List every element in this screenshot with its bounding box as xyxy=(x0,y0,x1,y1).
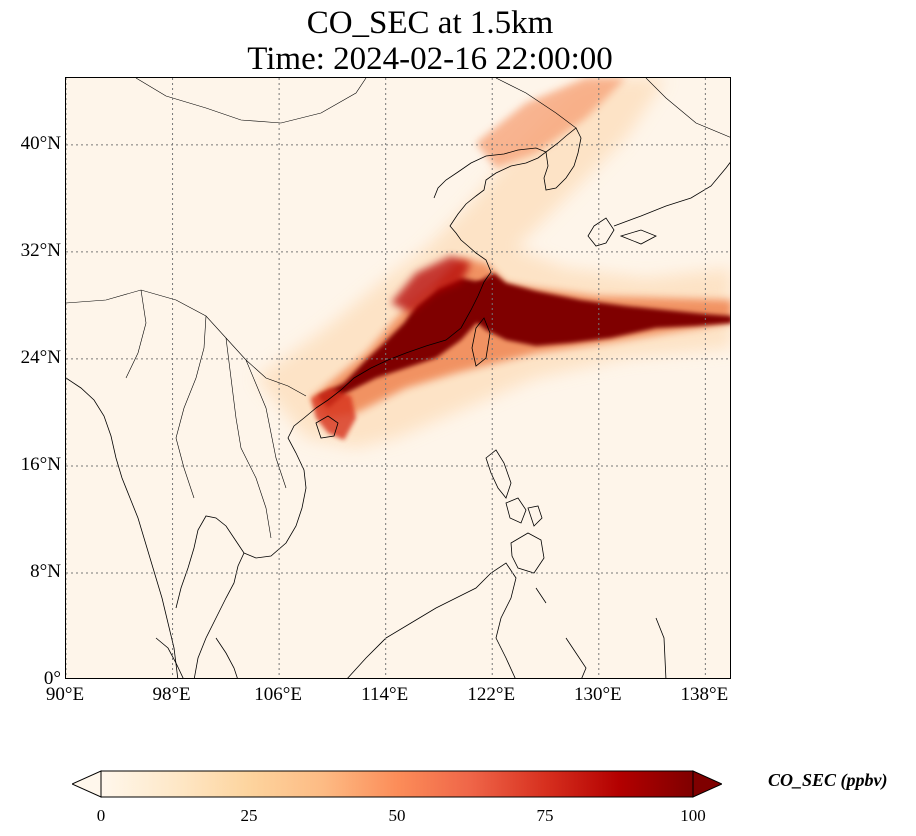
plume-inland-mottled xyxy=(391,256,471,313)
plume-core-ocean xyxy=(471,273,730,346)
plume-northeast-band xyxy=(476,78,626,168)
indochina-coast xyxy=(193,407,317,678)
colorbar-tick-label: 100 xyxy=(680,806,706,825)
lon-tick-label: 106°E xyxy=(254,684,302,705)
colorbar-extend-min xyxy=(72,770,102,798)
map-canvas xyxy=(66,78,730,678)
colorbar-tick-label: 50 xyxy=(388,806,406,825)
plume-core-coast xyxy=(318,278,496,408)
lon-tick-label: 138°E xyxy=(680,684,729,705)
gridlines xyxy=(66,78,730,678)
colorbar-extend-max xyxy=(692,770,722,798)
map-title-time: Time: 2024-02-16 22:00:00 xyxy=(247,41,613,77)
colorbar-tick-label: 0 xyxy=(96,806,106,825)
japan-honshu xyxy=(613,161,730,227)
japan-shikoku xyxy=(619,229,657,245)
concentration-field xyxy=(256,78,730,448)
myanmar-coast xyxy=(66,377,179,678)
plume-hainan-lobe xyxy=(311,388,356,440)
lon-tick-label: 114°E xyxy=(361,684,409,705)
korea-peninsula xyxy=(543,127,582,191)
map-panel xyxy=(65,77,731,679)
philippines-luzon xyxy=(485,449,512,499)
thailand-gulf-coast xyxy=(175,515,245,609)
borneo-north-coast xyxy=(347,562,517,678)
colorbar-gradient xyxy=(100,770,694,798)
taiwan-island xyxy=(471,317,491,367)
sumatra-malay-tip xyxy=(155,637,238,678)
china-coastline xyxy=(315,147,547,409)
colorbar xyxy=(72,770,722,798)
lat-tick-label: 40°N xyxy=(20,132,61,154)
lat-tick-label: 16°N xyxy=(20,453,61,475)
lon-tick-label: 98°E xyxy=(152,684,191,705)
sulawesi-new-guinea-islands xyxy=(535,587,667,678)
coastlines-and-borders xyxy=(66,78,730,678)
colorbar-label: CO_SEC (ppbv) xyxy=(768,770,888,790)
lat-tick-label: 24°N xyxy=(20,346,61,368)
colorbar-tick-label: 25 xyxy=(240,806,258,825)
lon-tick-label: 90°E xyxy=(45,684,85,705)
hainan-island xyxy=(315,415,339,439)
colorbar-tick-label: 75 xyxy=(536,806,554,825)
land-borders xyxy=(66,289,307,539)
lat-tick-label: 32°N xyxy=(20,239,61,261)
lat-tick-label: 0° xyxy=(43,668,61,689)
philippines-mindanao xyxy=(510,532,545,574)
lat-tick-label: 8°N xyxy=(30,560,61,582)
japan-kyushu xyxy=(587,217,615,247)
map-title-variable: CO_SEC at 1.5km xyxy=(306,5,554,41)
lon-tick-label: 122°E xyxy=(467,684,516,705)
philippines-visayas xyxy=(505,497,543,527)
lon-tick-label: 130°E xyxy=(573,684,622,705)
